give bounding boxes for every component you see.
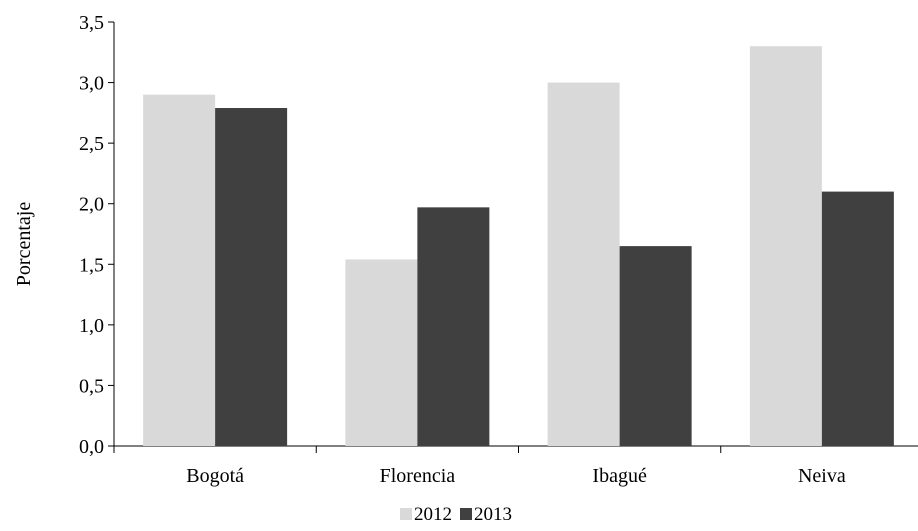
bar-2012-3 bbox=[547, 82, 620, 447]
bar-2013-2 bbox=[417, 207, 490, 446]
y-tick-label: 1,0 bbox=[79, 315, 104, 337]
y-tick-label: 2,5 bbox=[79, 133, 104, 155]
y-tick-label: 0,0 bbox=[79, 436, 104, 458]
x-tick-label: Neiva bbox=[798, 465, 846, 487]
y-tick-label: 3,0 bbox=[79, 73, 104, 95]
x-tick-label: Ibagué bbox=[592, 465, 647, 487]
x-tick-label: Florencia bbox=[380, 465, 456, 487]
x-tick-label: Bogotá bbox=[186, 465, 244, 487]
bar-2012-2 bbox=[345, 259, 418, 446]
x-axis: Bogotá Florencia Ibagué Neiva bbox=[113, 445, 918, 487]
bar-2013-4 bbox=[821, 191, 894, 446]
bar-2013-1 bbox=[215, 108, 288, 447]
y-axis-title: Porcentaje bbox=[13, 202, 35, 287]
y-tick-label: 2,0 bbox=[79, 194, 104, 216]
y-tick-label: 1,5 bbox=[79, 254, 104, 276]
legend: 2012 2013 bbox=[400, 504, 512, 525]
bar-2012-4 bbox=[749, 46, 822, 446]
y-tick-label: 3,5 bbox=[79, 12, 104, 34]
legend-swatch-2012 bbox=[400, 508, 412, 520]
legend-swatch-2013 bbox=[460, 508, 472, 520]
legend-label-2012: 2012 bbox=[414, 504, 452, 525]
y-tick-label: 0,5 bbox=[79, 375, 104, 397]
y-axis: 0,0 0,5 1,0 1,5 2,0 2,5 3,0 3,5 bbox=[79, 12, 115, 458]
bar-2013-3 bbox=[619, 246, 692, 446]
legend-label-2013: 2013 bbox=[474, 504, 512, 525]
bars bbox=[143, 46, 894, 447]
bar-2012-1 bbox=[143, 94, 216, 446]
